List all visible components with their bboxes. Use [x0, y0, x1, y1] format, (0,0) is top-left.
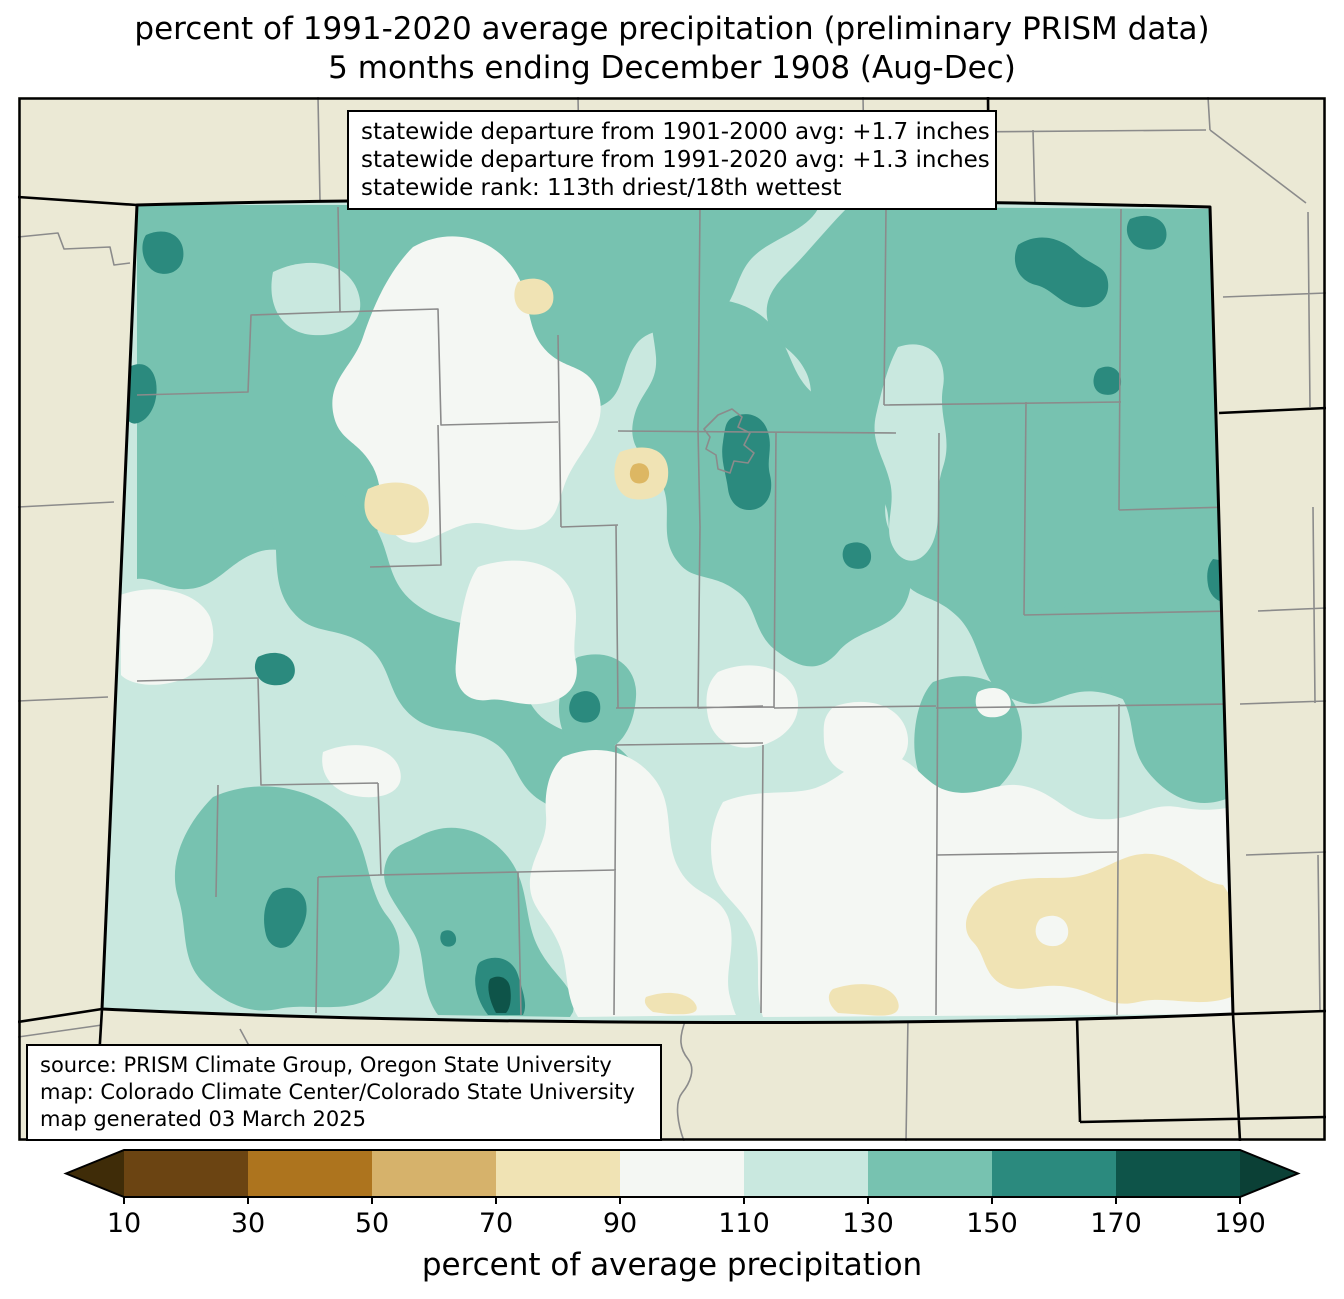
stats-line-3: statewide rank: 113th driest/18th wettes… — [361, 175, 842, 201]
title-line-2: 5 months ending December 1908 (Aug-Dec) — [328, 50, 1016, 86]
regions-70-90 — [364, 278, 1231, 1016]
tick-label-170: 170 — [1090, 1208, 1142, 1239]
tick-label-30: 30 — [230, 1208, 266, 1239]
colorbar-over-arrow — [1240, 1150, 1298, 1197]
source-line-3: map generated 03 March 2025 — [40, 1107, 367, 1131]
colorbar-segment-130-150 — [868, 1150, 992, 1197]
page-title: percent of 1991-2020 average precipitati… — [0, 10, 1344, 88]
colorbar-under-arrow — [66, 1150, 124, 1197]
colorbar-segment-110-130 — [744, 1150, 868, 1197]
regions-150-170 — [121, 215, 1232, 1015]
stats-line-2: statewide departure from 1991-2020 avg: … — [361, 147, 990, 173]
colorbar-tick-marks — [123, 1197, 1241, 1204]
colorbar-segment-150-170 — [992, 1150, 1116, 1197]
colorbar-segment-30-50 — [248, 1150, 372, 1197]
colorbar-segment-170-190 — [1116, 1150, 1240, 1197]
regions-90-110 — [120, 236, 1233, 1017]
tick-label-110: 110 — [718, 1208, 770, 1239]
precipitation-regions — [102, 199, 1233, 1022]
stats-line-1: statewide departure from 1901-2000 avg: … — [361, 119, 990, 145]
colorbar-segment-90-110 — [620, 1150, 744, 1197]
tick-label-190: 190 — [1214, 1208, 1266, 1239]
tick-label-10: 10 — [106, 1208, 142, 1239]
map-frame: statewide departure from 1901-2000 avg: … — [18, 97, 1326, 1141]
source-line-1: source: PRISM Climate Group, Oregon Stat… — [40, 1053, 612, 1077]
tick-label-50: 50 — [354, 1208, 390, 1239]
tick-label-70: 70 — [478, 1208, 514, 1239]
colorado-precipitation-map — [18, 97, 1326, 1141]
colorbar-segment-10-30 — [124, 1150, 248, 1197]
colorbar-tick-labels: 10 30 50 70 90 110 130 150 170 190 — [40, 1208, 1304, 1242]
colorbar-segment-50-70 — [372, 1150, 496, 1197]
colorbar-scale — [63, 1149, 1301, 1204]
colorbar — [40, 1146, 1304, 1204]
colorado-county-lines — [136, 206, 1232, 1016]
colorbar-segment-70-90 — [496, 1150, 620, 1197]
tick-label-90: 90 — [602, 1208, 638, 1239]
colorbar-title: percent of average precipitation — [421, 1247, 923, 1283]
tick-label-150: 150 — [966, 1208, 1018, 1239]
regions-110-130-holes — [271, 262, 947, 561]
source-attribution-box: source: PRISM Climate Group, Oregon Stat… — [26, 1044, 662, 1141]
title-line-1: percent of 1991-2020 average precipitati… — [134, 11, 1210, 47]
statewide-stats-box: statewide departure from 1901-2000 avg: … — [347, 110, 997, 210]
source-line-2: map: Colorado Climate Center/Colorado St… — [40, 1080, 635, 1104]
map-axes-frame — [18, 97, 1326, 1141]
tick-label-130: 130 — [842, 1208, 894, 1239]
